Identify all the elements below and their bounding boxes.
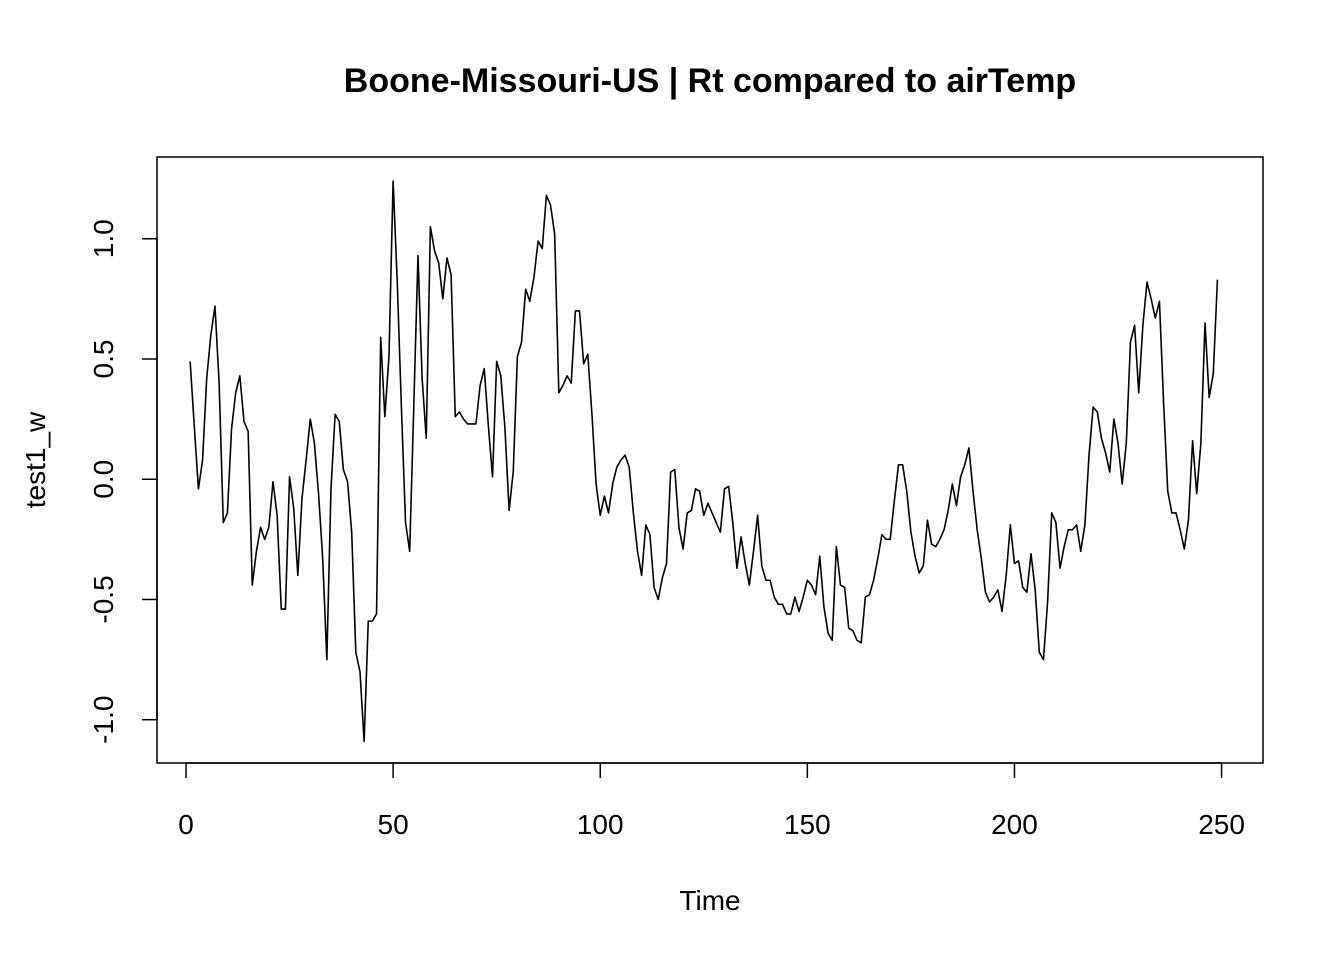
x-tick-label: 250 [1198, 809, 1245, 840]
series-line [189, 180, 1219, 743]
y-tick-label: 1.0 [88, 219, 119, 258]
y-axis: -1.0 -0.5 0.0 0.5 1.0 [88, 219, 158, 744]
y-tick-label: 0.0 [88, 460, 119, 499]
x-tick-label: 0 [178, 809, 194, 840]
y-tick-label: -1.0 [88, 696, 119, 744]
x-tick-label: 200 [991, 809, 1038, 840]
x-axis-title: Time [679, 885, 740, 916]
x-tick-label: 50 [378, 809, 409, 840]
plot-frame [156, 156, 1264, 764]
x-tick-label: 100 [577, 809, 624, 840]
chart-title: Boone-Missouri-US | Rt compared to airTe… [344, 62, 1076, 100]
y-tick-label: -0.5 [88, 575, 119, 623]
x-axis: 0 50 100 150 200 250 [178, 762, 1245, 840]
series-layer [189, 180, 1219, 743]
y-axis-title: test1_w [20, 411, 51, 508]
x-tick-label: 150 [784, 809, 831, 840]
y-tick-label: 0.5 [88, 340, 119, 379]
